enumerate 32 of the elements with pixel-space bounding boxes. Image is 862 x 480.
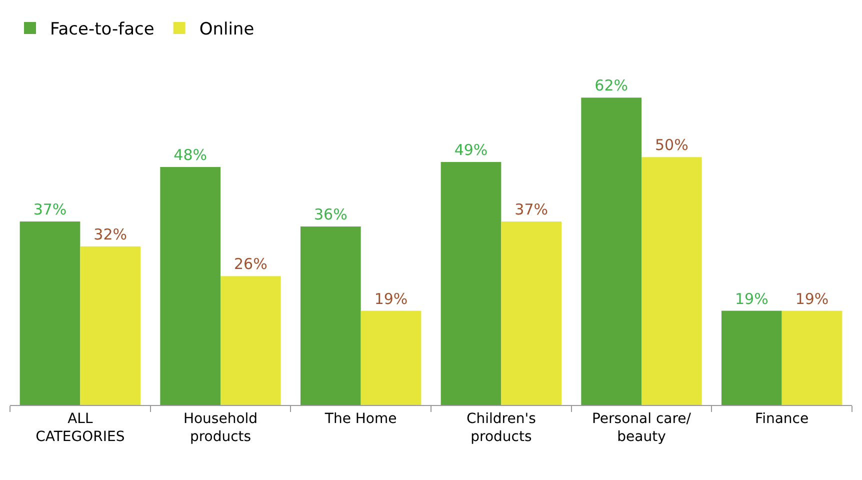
data-label: 19% xyxy=(795,290,829,308)
bar xyxy=(721,310,782,405)
data-label: 19% xyxy=(734,290,768,308)
x-tick-label: Children's products xyxy=(466,410,536,445)
bar xyxy=(581,98,642,405)
bar xyxy=(160,167,220,405)
data-label: 50% xyxy=(655,136,688,154)
x-tick-label: Household products xyxy=(183,410,258,445)
bar xyxy=(440,162,502,405)
data-label: 37% xyxy=(514,200,548,219)
x-tick-label: The Home xyxy=(324,410,397,427)
bar xyxy=(300,226,361,405)
data-label: 36% xyxy=(314,206,348,224)
bar xyxy=(20,222,80,405)
bar xyxy=(642,157,702,405)
data-label: 19% xyxy=(374,290,408,308)
bar xyxy=(220,276,281,405)
legend-label: Face-to-face xyxy=(50,20,154,40)
x-tick-label: Personal care/ beauty xyxy=(592,410,692,445)
data-label: 32% xyxy=(94,225,128,244)
bar xyxy=(501,222,562,405)
bar xyxy=(360,310,422,405)
legend-label: Online xyxy=(199,20,254,40)
bar xyxy=(80,246,141,405)
x-tick-label: Finance xyxy=(755,410,809,427)
data-label: 49% xyxy=(454,141,488,160)
x-tick-label: ALL CATEGORIES xyxy=(36,410,125,445)
bar xyxy=(782,310,842,405)
data-label: 48% xyxy=(174,146,207,164)
data-label: 37% xyxy=(33,200,67,219)
data-label: 62% xyxy=(594,76,628,95)
data-label: 26% xyxy=(234,255,268,274)
